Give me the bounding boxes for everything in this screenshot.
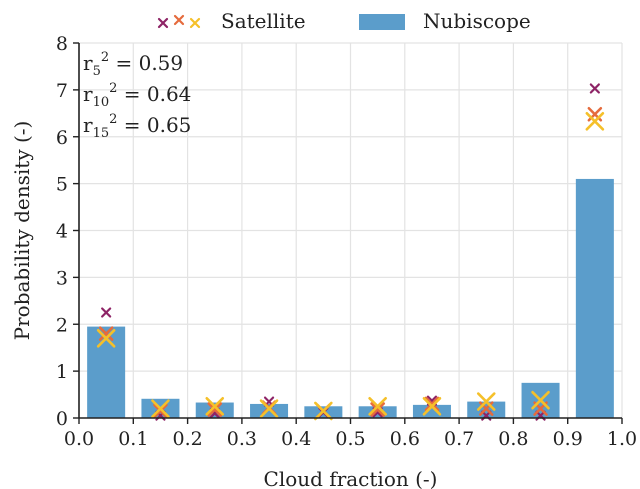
y-tick-label-1: 1 [56,361,68,383]
y-tick-label-7: 7 [56,80,68,102]
bar-9 [575,178,614,418]
y-tick-label-8: 8 [56,33,68,55]
x-axis-label: Cloud fraction (-) [264,467,438,489]
markers [96,83,605,421]
x-tick-label-8: 0.8 [498,428,528,450]
marker-large-0 [96,329,116,348]
marker-small-0 [101,307,112,318]
legend-label-satellite: Satellite [221,9,306,33]
r-squared-line-2: r152 = 0.65 [83,112,191,141]
legend-label-nubiscope: Nubiscope [423,9,531,33]
bar-0 [87,326,126,418]
marker-medium-1 [153,403,168,419]
marker-medium-5 [370,402,385,417]
marker-medium-0 [98,326,114,341]
marker-small-9 [589,83,600,94]
x-tick-label-7: 0.7 [444,428,474,450]
x-tick-label-5: 0.5 [335,428,365,450]
y-ticks: 0 1 2 3 4 5 6 7 8 [56,33,79,430]
y-tick-label-2: 2 [56,314,68,336]
marker-medium-6 [424,396,440,412]
marker-large-1 [151,399,170,418]
x-tick-label-2: 0.2 [172,428,202,450]
y-tick-label-6: 6 [56,127,68,149]
x-tick-label-1: 0.1 [118,428,148,450]
x-tick-label-0: 0.0 [64,428,94,450]
marker-large-2 [205,396,225,416]
bar-3 [250,403,289,418]
marker-large-8 [531,390,550,410]
x-tick-label-10: 1.0 [607,428,637,450]
legend-satellite-markers [157,14,201,29]
legend: Satellite Nubiscope [157,9,531,33]
y-tick-label-0: 0 [56,408,68,430]
marker-large-7 [476,392,496,411]
marker-large-9 [585,111,605,131]
r-squared-line-0: r52 = 0.59 [83,50,183,79]
legend-nubiscope-swatch [359,14,405,30]
marker-large-4 [314,401,333,421]
x-tick-label-6: 0.6 [390,428,420,450]
r-squared-line-1: r102 = 0.64 [83,81,191,110]
x-ticks: 0.0 0.1 0.2 0.3 0.4 0.5 0.6 0.7 0.8 0.9 1.0 [64,418,637,450]
y-tick-label-5: 5 [56,174,68,196]
legend-satellite-marker-1 [173,14,185,26]
x-tick-label-3: 0.3 [227,428,257,450]
marker-medium-2 [207,402,223,417]
y-tick-label-4: 4 [56,221,68,243]
x-tick-label-9: 0.9 [553,428,583,450]
legend-satellite-marker-0 [157,17,169,29]
marker-large-6 [422,396,442,416]
marker-large-5 [368,396,387,416]
marker-large-3 [259,399,279,418]
y-tick-label-3: 3 [56,267,68,289]
bar-6 [412,404,451,418]
legend-satellite-marker-2 [189,17,201,29]
y-axis-label: Probability density (-) [10,121,34,341]
x-tick-label-4: 0.4 [281,428,311,450]
